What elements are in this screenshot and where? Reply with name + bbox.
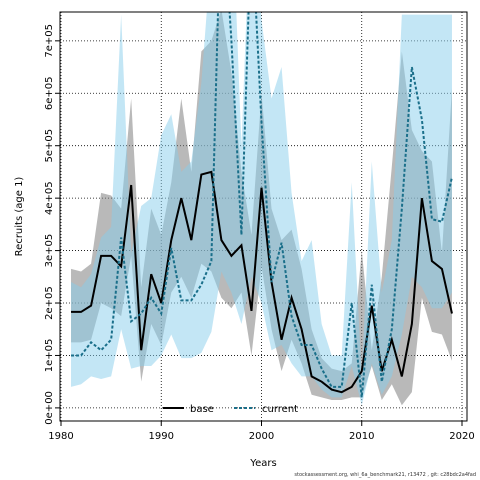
x-tick-label: 2010 bbox=[349, 431, 374, 442]
y-tick-label: 6e+05 bbox=[44, 76, 55, 110]
x-axis-title: Years bbox=[249, 458, 276, 469]
x-tick-label: 1980 bbox=[48, 431, 73, 442]
plot-frame bbox=[59, 11, 468, 422]
y-tick-label: 3e+05 bbox=[44, 234, 55, 268]
x-tick-label: 2020 bbox=[449, 431, 474, 442]
axes: 1980 1990 2000 2010 2020 0e+00 1e+05 2e+05 3e+05… bbox=[44, 24, 475, 442]
y-tick-label: 1e+05 bbox=[44, 339, 55, 373]
y-tick-label: 7e+05 bbox=[44, 24, 55, 58]
y-tick-label: 5e+05 bbox=[44, 129, 55, 163]
x-tick-label: 2000 bbox=[249, 431, 274, 442]
legend: base current bbox=[163, 404, 298, 415]
y-tick-label: 0e+00 bbox=[44, 391, 55, 425]
confidence-bands bbox=[71, 12, 452, 406]
legend-base-label: base bbox=[190, 404, 214, 415]
y-tick-label: 2e+05 bbox=[44, 286, 55, 320]
series-lines bbox=[70, 12, 453, 398]
footer-credit: stockassessment.org, whi_6a_benchmark21,… bbox=[294, 472, 476, 478]
band-current bbox=[71, 12, 452, 406]
y-tick-label: 4e+05 bbox=[44, 181, 55, 215]
y-axis-title: Recruits (age 1) bbox=[14, 177, 25, 257]
x-tick-label: 1990 bbox=[149, 431, 174, 442]
legend-current-label: current bbox=[262, 404, 298, 415]
